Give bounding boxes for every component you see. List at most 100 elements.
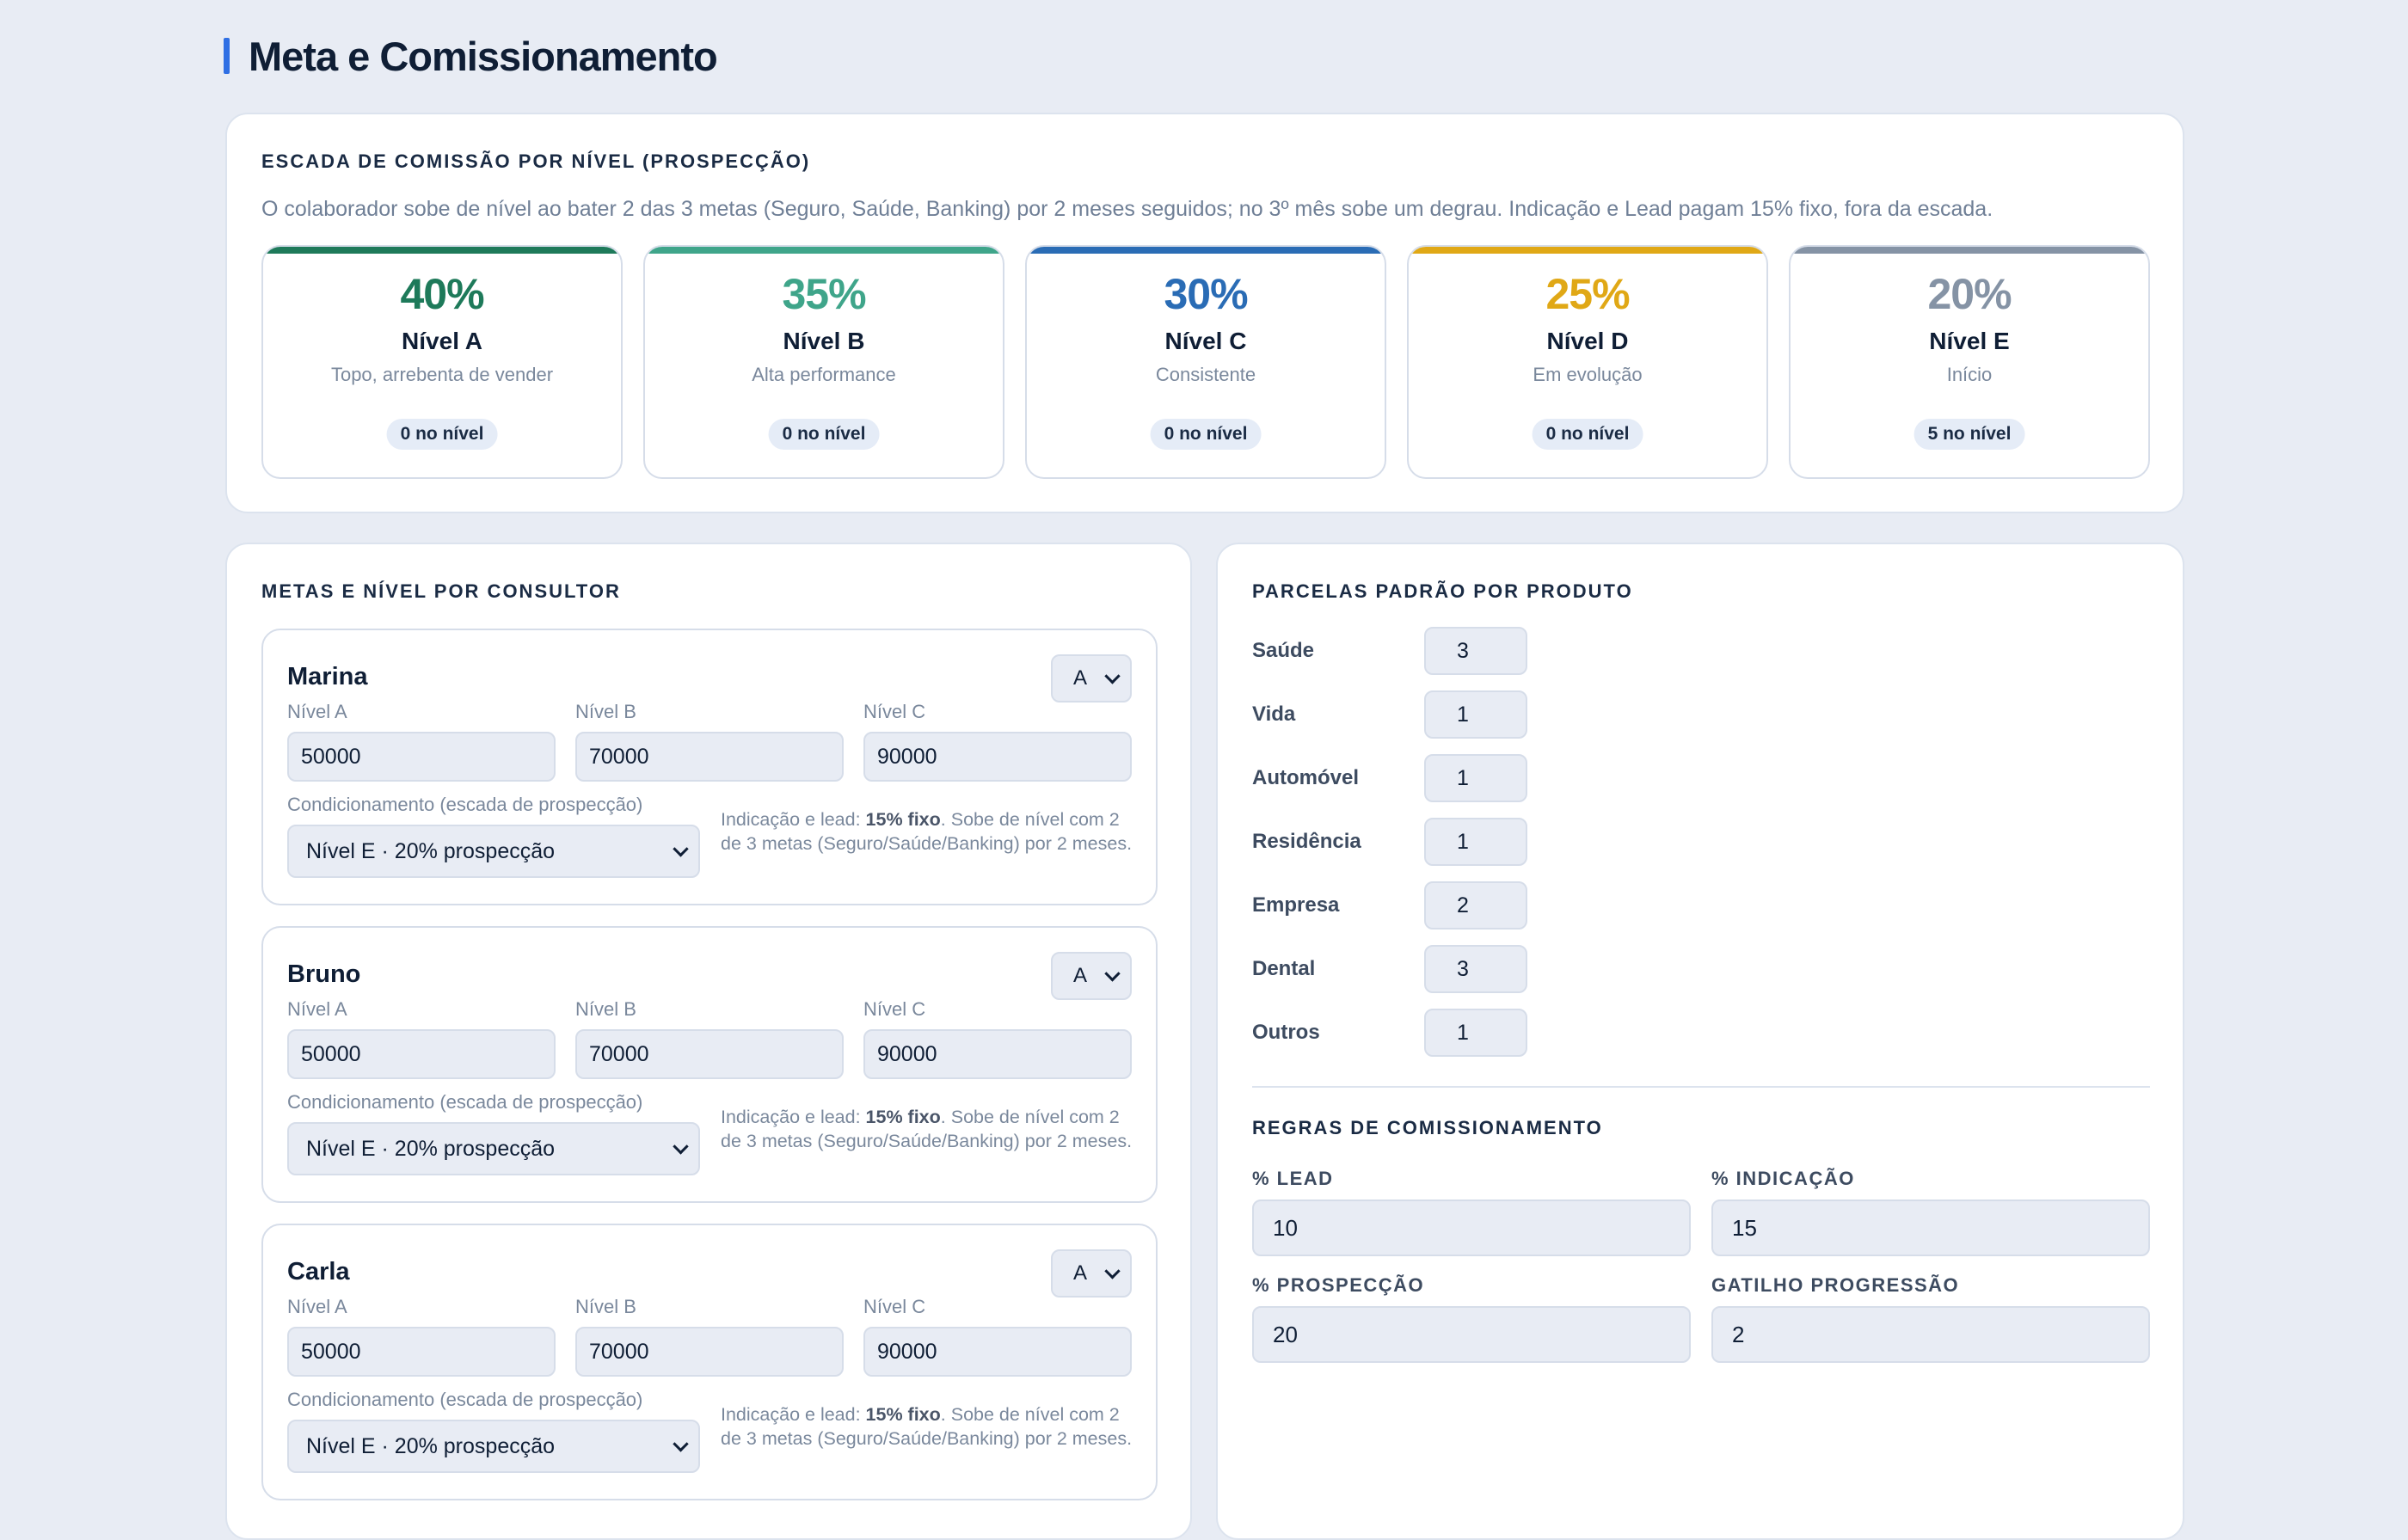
note-bold: 15% fixo [865, 1404, 941, 1425]
conditioning-label: Condicionamento (escada de prospecção) [287, 1091, 643, 1113]
consultant-goals-card: METAS E NÍVEL POR CONSULTOR Marina A Nível… [225, 543, 1192, 1540]
consultants-section-label: METAS E NÍVEL POR CONSULTOR [261, 580, 621, 602]
goal-a-label: Nível A [287, 701, 347, 722]
installment-product-label: Dental [1252, 957, 1316, 980]
conditioning-label: Condicionamento (escada de prospecção) [287, 794, 643, 815]
installment-count-input[interactable]: 3 [1424, 627, 1527, 675]
consultant-card: Marina A Nível A 50000 Nível B 70000 Nível C 90… [261, 629, 1158, 905]
note-bold: 15% fixo [865, 809, 941, 830]
tier-card: 20% Nível E Início 5 no nível [1789, 245, 2150, 479]
installment-row: Dental 3 [1252, 945, 1596, 993]
goal-b-input[interactable]: 70000 [575, 732, 844, 782]
tier-name: Nível C [1164, 328, 1247, 354]
conditioning-value: Nível E · 20% prospecção [306, 838, 556, 863]
indicacao-pct-input[interactable]: 15 [1711, 1199, 2150, 1256]
consultant-name: Carla [287, 1258, 350, 1285]
consultant-level-value: A [1073, 1261, 1088, 1285]
ladder-description: O colaborador sobe de nível ao bater 2 d… [261, 197, 1993, 221]
tier-name: Nível B [783, 328, 865, 354]
goal-a-input[interactable]: 50000 [287, 732, 556, 782]
consultant-level-select[interactable]: A [1051, 952, 1132, 1000]
consultant-note: Indicação e lead: 15% fixo. Sobe de níve… [721, 1105, 1142, 1153]
tier-name: Nível E [1929, 328, 2010, 354]
installment-count-input[interactable]: 3 [1424, 945, 1527, 993]
prospeccao-pct-label: % PROSPECÇÃO [1252, 1274, 1425, 1296]
goal-c-input[interactable]: 90000 [863, 1327, 1132, 1377]
goal-b-label: Nível B [575, 701, 636, 722]
note-suffix: . Sobe de nível com 2 de 3 metas (Seguro… [721, 1404, 1133, 1449]
consultant-level-select[interactable]: A [1051, 654, 1132, 703]
conditioning-select[interactable]: Nível E · 20% prospecção [287, 1420, 700, 1473]
installment-count-input[interactable]: 1 [1424, 754, 1527, 802]
lead-pct-input[interactable]: 10 [1252, 1199, 1691, 1256]
chevron-down-icon [1104, 668, 1121, 684]
tier-name: Nível A [402, 328, 482, 354]
installments-section-label: PARCELAS PADRÃO POR PRODUTO [1252, 580, 1633, 602]
chevron-down-icon [1104, 966, 1121, 982]
page-title: Meta e Comissionamento [249, 33, 718, 79]
tier-count-badge: 0 no nível [386, 419, 498, 450]
consultant-note: Indicação e lead: 15% fixo. Sobe de níve… [721, 1402, 1142, 1451]
goal-c-input[interactable]: 90000 [863, 732, 1132, 782]
tier-card: 25% Nível D Em evolução 0 no nível [1407, 245, 1768, 479]
prospeccao-pct-input[interactable]: 20 [1252, 1306, 1691, 1363]
tier-accent-bar [263, 247, 621, 254]
tier-count-badge: 0 no nível [1532, 419, 1643, 450]
consultant-level-select[interactable]: A [1051, 1249, 1132, 1298]
consultant-level-value: A [1073, 964, 1088, 987]
tier-list: 40% Nível A Topo, arrebenta de vender 0 no … [261, 245, 2152, 479]
conditioning-select[interactable]: Nível E · 20% prospecção [287, 1122, 700, 1175]
title-accent-bar [224, 38, 230, 74]
installment-product-label: Residência [1252, 830, 1361, 853]
installment-row: Residência 1 [1252, 818, 1596, 866]
installment-count-input[interactable]: 1 [1424, 818, 1527, 866]
tier-name: Nível D [1546, 328, 1629, 354]
conditioning-select[interactable]: Nível E · 20% prospecção [287, 825, 700, 878]
installment-product-label: Automóvel [1252, 766, 1360, 789]
goal-b-input[interactable]: 70000 [575, 1029, 844, 1079]
section-divider [1252, 1086, 2150, 1088]
rules-section-label: REGRAS DE COMISSIONAMENTO [1252, 1117, 1603, 1138]
installment-product-label: Empresa [1252, 893, 1340, 917]
ladder-section-label: ESCADA DE COMISSÃO POR NÍVEL (PROSPECÇÃO… [261, 150, 811, 172]
installment-count-input[interactable]: 1 [1424, 1009, 1527, 1057]
goal-a-input[interactable]: 50000 [287, 1029, 556, 1079]
commission-ladder-card: ESCADA DE COMISSÃO POR NÍVEL (PROSPECÇÃO… [225, 113, 2184, 513]
goal-c-label: Nível C [863, 701, 926, 722]
indicacao-pct-label: % INDICAÇÃO [1711, 1168, 1855, 1189]
installment-product-label: Outros [1252, 1021, 1320, 1044]
tier-card: 35% Nível B Alta performance 0 no nível [643, 245, 1004, 479]
tier-percentage: 20% [1927, 270, 2012, 318]
consultant-name: Marina [287, 663, 368, 690]
installments-and-rules-card: PARCELAS PADRÃO POR PRODUTO Saúde 3 Vida 1 A… [1216, 543, 2184, 1540]
installment-count-input[interactable]: 2 [1424, 881, 1527, 930]
conditioning-label: Condicionamento (escada de prospecção) [287, 1389, 643, 1410]
goal-c-label: Nível C [863, 1296, 926, 1317]
tier-percentage: 25% [1545, 270, 1630, 318]
conditioning-value: Nível E · 20% prospecção [306, 1136, 556, 1161]
chevron-down-icon [673, 841, 689, 857]
consultant-card: Carla A Nível A 50000 Nível B 70000 Nível C 900… [261, 1224, 1158, 1500]
tier-count-badge: 5 no nível [1914, 419, 2025, 450]
lead-pct-label: % LEAD [1252, 1168, 1334, 1189]
consultant-card: Bruno A Nível A 50000 Nível B 70000 Nível C 900… [261, 926, 1158, 1203]
goal-a-input[interactable]: 50000 [287, 1327, 556, 1377]
page-header: Meta e Comissionamento [224, 29, 718, 83]
note-suffix: . Sobe de nível com 2 de 3 metas (Seguro… [721, 809, 1133, 854]
tier-subtitle: Início [1946, 364, 1993, 385]
goal-a-label: Nível A [287, 998, 347, 1020]
installment-product-label: Vida [1252, 703, 1296, 726]
goal-b-label: Nível B [575, 1296, 636, 1317]
tier-subtitle: Alta performance [752, 364, 896, 385]
goal-c-input[interactable]: 90000 [863, 1029, 1132, 1079]
gatilho-progressao-input[interactable]: 2 [1711, 1306, 2150, 1363]
installment-row: Saúde 3 [1252, 627, 1596, 675]
installment-count-input[interactable]: 1 [1424, 690, 1527, 739]
note-prefix: Indicação e lead: [721, 1107, 866, 1127]
consultant-name: Bruno [287, 960, 361, 988]
goal-b-input[interactable]: 70000 [575, 1327, 844, 1377]
note-bold: 15% fixo [865, 1107, 941, 1127]
goal-c-label: Nível C [863, 998, 926, 1020]
chevron-down-icon [673, 1436, 689, 1452]
